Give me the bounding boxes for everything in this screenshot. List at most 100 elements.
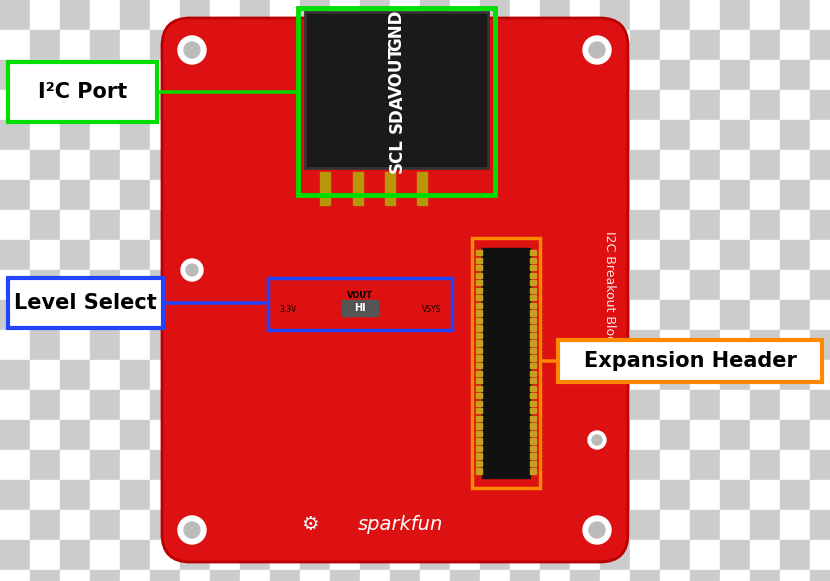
Bar bbox=[390, 570, 420, 581]
Bar bbox=[810, 390, 830, 420]
Bar bbox=[90, 30, 120, 60]
Bar bbox=[150, 540, 180, 570]
Bar bbox=[690, 300, 720, 330]
Bar bbox=[180, 210, 210, 240]
Bar bbox=[480, 390, 510, 420]
Bar bbox=[210, 330, 240, 360]
Bar bbox=[390, 480, 420, 510]
Bar bbox=[120, 570, 150, 581]
Bar bbox=[390, 120, 420, 150]
Bar bbox=[540, 120, 570, 150]
Bar bbox=[390, 510, 420, 540]
Bar bbox=[390, 540, 420, 570]
Bar bbox=[530, 401, 536, 406]
Bar bbox=[300, 540, 330, 570]
Bar bbox=[720, 270, 750, 300]
Bar bbox=[180, 570, 210, 581]
Bar bbox=[180, 540, 210, 570]
Bar bbox=[150, 240, 180, 270]
Bar bbox=[60, 270, 90, 300]
Bar bbox=[120, 0, 150, 30]
Bar bbox=[240, 390, 270, 420]
Bar bbox=[210, 180, 240, 210]
Bar bbox=[30, 180, 60, 210]
Bar bbox=[530, 288, 536, 293]
Bar bbox=[480, 360, 510, 390]
Bar bbox=[630, 180, 660, 210]
Bar bbox=[780, 390, 810, 420]
Bar bbox=[210, 0, 240, 30]
Bar bbox=[300, 330, 330, 360]
Bar bbox=[600, 90, 630, 120]
Bar bbox=[90, 150, 120, 180]
Bar bbox=[330, 270, 360, 300]
Bar bbox=[480, 150, 510, 180]
Circle shape bbox=[178, 516, 206, 544]
Bar bbox=[240, 30, 270, 60]
Bar bbox=[30, 240, 60, 270]
Text: sparkfun: sparkfun bbox=[357, 515, 442, 535]
Bar bbox=[530, 468, 536, 474]
Bar bbox=[240, 150, 270, 180]
Bar bbox=[720, 390, 750, 420]
Bar bbox=[450, 390, 480, 420]
Bar bbox=[660, 390, 690, 420]
Bar bbox=[300, 210, 330, 240]
Bar bbox=[210, 120, 240, 150]
Bar bbox=[180, 390, 210, 420]
Bar bbox=[330, 240, 360, 270]
Bar bbox=[360, 300, 390, 330]
Bar bbox=[360, 270, 390, 300]
Bar bbox=[720, 300, 750, 330]
Bar bbox=[750, 60, 780, 90]
Bar bbox=[60, 150, 90, 180]
Bar bbox=[330, 450, 360, 480]
Bar bbox=[0, 150, 30, 180]
Bar bbox=[320, 172, 330, 205]
Bar bbox=[120, 510, 150, 540]
Bar bbox=[60, 360, 90, 390]
Bar bbox=[0, 450, 30, 480]
Circle shape bbox=[589, 522, 605, 538]
Bar bbox=[150, 390, 180, 420]
Bar bbox=[240, 360, 270, 390]
Bar bbox=[330, 120, 360, 150]
Bar bbox=[270, 330, 300, 360]
Bar bbox=[810, 180, 830, 210]
Bar bbox=[660, 300, 690, 330]
Bar bbox=[780, 180, 810, 210]
Bar bbox=[90, 420, 120, 450]
Bar bbox=[0, 390, 30, 420]
Bar bbox=[90, 0, 120, 30]
Bar bbox=[810, 30, 830, 60]
Bar bbox=[690, 150, 720, 180]
Bar bbox=[476, 401, 482, 406]
Bar bbox=[240, 570, 270, 581]
Bar bbox=[30, 480, 60, 510]
Bar bbox=[330, 420, 360, 450]
Bar bbox=[660, 60, 690, 90]
Bar bbox=[360, 90, 390, 120]
Bar bbox=[120, 330, 150, 360]
Bar bbox=[476, 356, 482, 361]
Bar bbox=[90, 90, 120, 120]
Bar bbox=[690, 360, 720, 390]
Bar bbox=[600, 30, 630, 60]
Bar bbox=[540, 480, 570, 510]
Bar bbox=[510, 390, 540, 420]
Bar bbox=[298, 8, 495, 195]
Bar bbox=[482, 248, 530, 478]
Bar bbox=[660, 150, 690, 180]
Bar bbox=[810, 240, 830, 270]
Bar bbox=[390, 30, 420, 60]
Bar bbox=[330, 570, 360, 581]
Bar bbox=[780, 150, 810, 180]
Bar bbox=[660, 0, 690, 30]
Bar bbox=[810, 540, 830, 570]
Bar bbox=[690, 390, 720, 420]
Bar bbox=[750, 150, 780, 180]
Bar bbox=[300, 420, 330, 450]
Bar bbox=[90, 480, 120, 510]
Bar bbox=[0, 270, 30, 300]
Bar bbox=[300, 240, 330, 270]
